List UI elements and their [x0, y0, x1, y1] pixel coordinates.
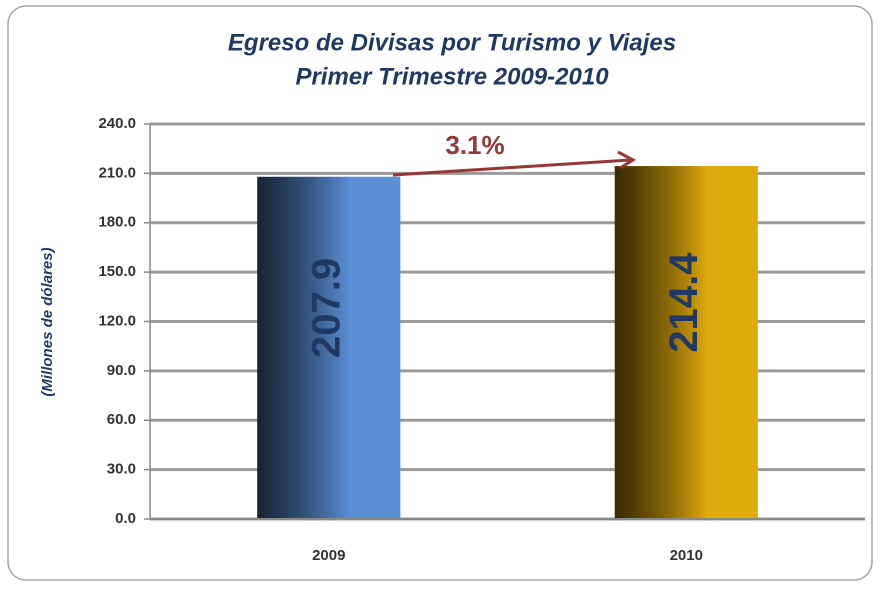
x-tick-label: 2009	[312, 547, 345, 564]
y-axis-label: (Millones de dólares)	[39, 247, 56, 396]
data-label: 214.4	[662, 252, 706, 353]
annotation-arrow	[392, 158, 631, 177]
y-tick-label: 30.0	[107, 461, 136, 478]
chart-subtitle: Primer Trimestre 2009-2010	[295, 63, 609, 90]
chart-title: Egreso de Divisas por Turismo y Viajes	[228, 29, 676, 56]
bar	[257, 176, 401, 520]
y-tick-label: 90.0	[107, 362, 136, 379]
x-tick-label: 2010	[670, 547, 703, 564]
y-tick-label: 120.0	[98, 312, 136, 329]
y-tick-label: 150.0	[98, 263, 136, 280]
y-tick-label: 240.0	[98, 115, 136, 132]
y-tick-label: 210.0	[98, 164, 136, 181]
y-tick-label: 60.0	[107, 411, 136, 428]
y-tick-label: 0.0	[115, 510, 136, 527]
data-label: 207.9	[304, 258, 348, 358]
bar	[614, 166, 758, 519]
annotation: 3.1%	[445, 130, 504, 160]
annotation-arrowhead	[617, 150, 637, 170]
y-tick-label: 180.0	[98, 214, 136, 231]
